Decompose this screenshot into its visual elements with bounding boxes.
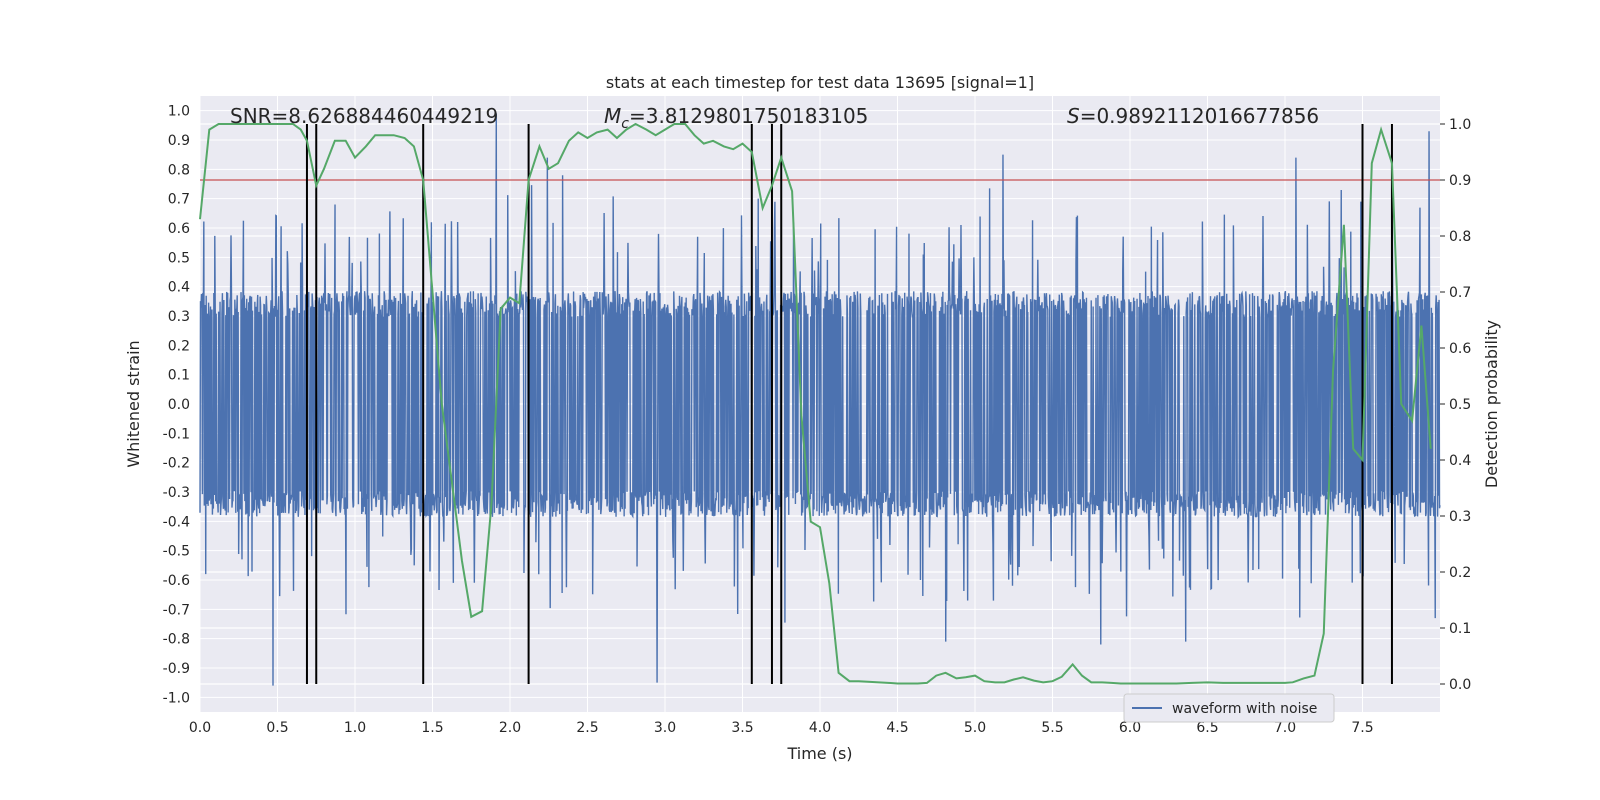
x-tick-label: 5.5 — [1041, 720, 1063, 736]
chirp-mass-annotation: Mc=3.8129801750183105 — [604, 104, 868, 132]
y-right-tick-label: 0.6 — [1449, 341, 1471, 357]
waveform-series — [199, 113, 1441, 686]
legend: waveform with noise — [1123, 693, 1335, 723]
probability-group — [199, 122, 1432, 685]
y-left-tick-labels: 1.0 0.9 0.8 0.7 0.6 0.5 0.4 0.3 0.2 0.1 0.0 -0.1 -0.… — [163, 104, 190, 707]
snr-annotation: SNR=8.626884460449219 — [230, 104, 498, 128]
x-tick-label: 6.5 — [1196, 720, 1218, 736]
waveform-line — [199, 113, 1441, 686]
y-right-tick-label: 0.4 — [1449, 453, 1471, 469]
mc-symbol: M — [604, 104, 621, 128]
legend-box — [1123, 693, 1335, 723]
y-left-tick-label: 0.6 — [168, 221, 190, 237]
chart-title: stats at each timestep for test data 136… — [606, 73, 1034, 92]
y-right-tick-label: 0.5 — [1449, 397, 1471, 413]
y-left-tick-label: -0.3 — [163, 485, 190, 501]
y-right-tick-label: 0.3 — [1449, 509, 1471, 525]
vertical-markers — [305, 124, 1393, 684]
s-symbol: S — [1067, 104, 1080, 128]
x-tick-label: 0.0 — [189, 720, 211, 736]
y-right-tick-label: 0.9 — [1449, 173, 1471, 189]
x-axis-label: Time (s) — [786, 744, 852, 763]
x-tick-label: 3.0 — [654, 720, 676, 736]
y-right-tick-label: 0.8 — [1449, 229, 1471, 245]
x-tick-label: 5.0 — [964, 720, 986, 736]
y-left-tick-label: 0.9 — [168, 133, 190, 149]
x-tick-label: 4.0 — [809, 720, 831, 736]
y-right-tick-label: 0.1 — [1449, 621, 1471, 637]
y-left-tick-label: 0.8 — [168, 162, 190, 178]
x-tick-label: 2.0 — [499, 720, 521, 736]
y-left-tick-label: 0.4 — [168, 280, 190, 296]
legend-label-waveform: waveform with noise — [1172, 701, 1317, 717]
y-right-axis-label: Detection probability — [1482, 320, 1501, 488]
y-left-tick-label: -0.5 — [163, 544, 190, 560]
y-right-tick-label: 0.0 — [1449, 677, 1471, 693]
y-right-tick-label: 0.7 — [1449, 285, 1471, 301]
s-annotation: S=0.9892112016677856 — [1067, 104, 1319, 128]
y-right-tick-label: 0.2 — [1449, 565, 1471, 581]
y-left-tick-label: -0.9 — [163, 661, 190, 677]
x-tick-label: 4.5 — [886, 720, 908, 736]
s-value: =0.9892112016677856 — [1080, 104, 1319, 128]
y-right-tick-label: 1.0 — [1449, 117, 1471, 133]
y-left-tick-label: -0.6 — [163, 573, 190, 589]
y-left-tick-label: -0.8 — [163, 632, 190, 648]
y-left-tick-label: -0.2 — [163, 456, 190, 472]
x-tick-label: 1.0 — [344, 720, 366, 736]
x-tick-label: 0.5 — [266, 720, 288, 736]
x-tick-label: 7.0 — [1274, 720, 1296, 736]
y-right-tick-labels: 1.0 0.9 0.8 0.7 0.6 0.5 0.4 0.3 0.2 0.1 0.0 — [1440, 117, 1471, 693]
y-left-tick-label: 0.7 — [168, 192, 190, 208]
y-left-tick-label: -0.1 — [163, 426, 190, 442]
y-left-tick-label: 0.5 — [168, 250, 190, 266]
y-left-tick-label: -1.0 — [163, 690, 190, 706]
y-left-tick-label: 0.0 — [168, 397, 190, 413]
y-left-tick-label: 0.3 — [168, 309, 190, 325]
y-left-tick-label: -0.7 — [163, 602, 190, 618]
mc-subscript: c — [621, 116, 629, 132]
y-left-tick-label: 0.2 — [168, 338, 190, 354]
x-tick-label: 1.5 — [421, 720, 443, 736]
x-tick-label: 2.5 — [576, 720, 598, 736]
mc-value: =3.8129801750183105 — [629, 104, 868, 128]
y-left-tick-label: -0.4 — [163, 514, 190, 530]
y-left-tick-label: 0.1 — [168, 368, 190, 384]
y-left-axis-label: Whitened strain — [124, 340, 143, 467]
x-tick-label: 3.5 — [731, 720, 753, 736]
x-tick-label: 6.0 — [1119, 720, 1141, 736]
y-left-tick-label: 1.0 — [168, 104, 190, 120]
x-tick-labels: 0.0 0.5 1.0 1.5 2.0 2.5 3.0 3.5 4.0 4.5 5.0 5.5 6.0 6… — [189, 720, 1374, 736]
probability-line — [199, 122, 1432, 685]
x-tick-label: 7.5 — [1351, 720, 1373, 736]
